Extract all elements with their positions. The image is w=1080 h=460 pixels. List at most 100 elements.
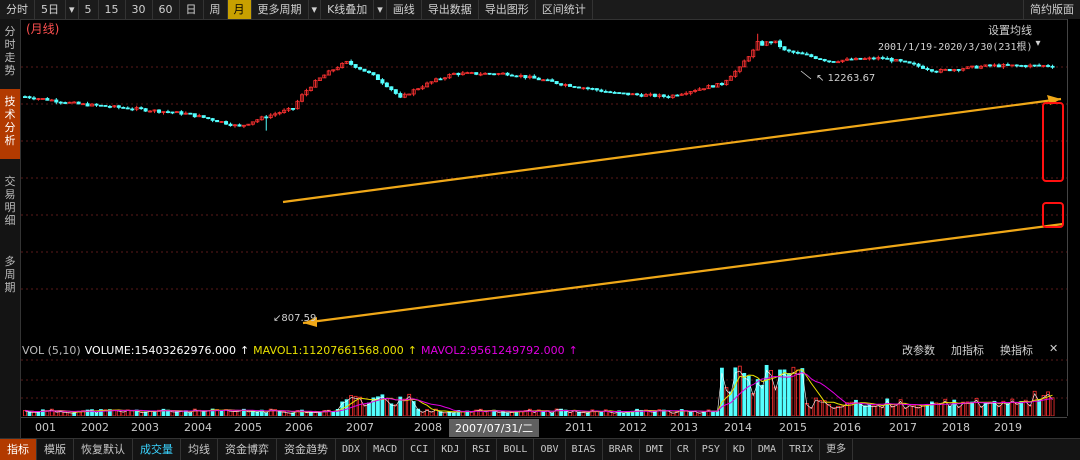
sidebar-tab[interactable]: 多周期 [4, 255, 16, 294]
chevron-down-icon[interactable]: ▾ [309, 0, 322, 19]
indicator-code[interactable]: MACD [367, 439, 405, 460]
toolbar-item[interactable]: 区间统计 [536, 0, 593, 19]
indicator-code[interactable]: CCI [404, 439, 436, 460]
toolbar-item[interactable]: 30 [126, 0, 153, 19]
volume-bar [282, 411, 287, 416]
candle-body [925, 68, 930, 70]
candle-body [585, 87, 590, 90]
toolbar-item[interactable]: 15 [99, 0, 126, 19]
indicator-tab[interactable]: 资金博弈 [218, 439, 277, 460]
indicator-code[interactable]: OBV [534, 439, 566, 460]
candle-body [1005, 64, 1010, 66]
toolbar-item[interactable]: 日 [180, 0, 204, 19]
toolbar-item[interactable]: 60 [153, 0, 180, 19]
volume-bar [170, 411, 175, 416]
candle-body [384, 82, 389, 88]
year-tick: 2014 [724, 421, 752, 434]
range-selector[interactable]: 2001/1/19-2020/3/30(231根) ▾ [878, 38, 1041, 53]
volume-bar [769, 369, 773, 416]
toolbar-item[interactable]: 更多周期 [252, 0, 309, 19]
toolbar-item[interactable]: 导出数据 [422, 0, 479, 19]
candle-body [85, 103, 90, 107]
candle-body [40, 98, 45, 100]
indicator-tab[interactable]: 指标 [0, 439, 37, 460]
candle-body [237, 124, 242, 127]
indicator-code[interactable]: BIAS [566, 439, 603, 460]
volume-bar [903, 407, 908, 416]
candle-body [143, 108, 148, 112]
simple-layout-button[interactable]: 简约版面 [1023, 0, 1080, 19]
switch-indicator-button[interactable]: 换指标 [1000, 344, 1033, 357]
candle-body [469, 72, 474, 74]
add-indicator-button[interactable]: 加指标 [951, 344, 984, 357]
arrow-up-left-icon: ↖ [816, 73, 825, 84]
toolbar-item[interactable]: 5 [79, 0, 99, 19]
volume-bar [1046, 391, 1050, 416]
candle-body [849, 58, 854, 61]
indicator-code[interactable]: BOLL [497, 439, 535, 460]
candle-body [786, 49, 791, 52]
indicator-code[interactable]: PSY [696, 439, 727, 460]
volume-bar [822, 400, 827, 416]
indicator-code[interactable]: DMA [752, 439, 783, 460]
indicator-code[interactable]: DDX [336, 439, 368, 460]
volume-bar [554, 408, 559, 416]
candle-body [358, 67, 363, 70]
toolbar-item[interactable]: 月 [227, 0, 252, 19]
kline-chart[interactable] [21, 19, 1067, 339]
volume-bar [174, 411, 179, 416]
candle-body [295, 100, 300, 110]
candle-body [206, 117, 211, 119]
indicator-tab[interactable]: 资金趋势 [277, 439, 336, 460]
year-tick: 2019 [994, 421, 1022, 434]
candle-body [67, 101, 72, 104]
sidebar-tab[interactable]: 技术分析 [0, 89, 20, 159]
chevron-down-icon[interactable]: ▾ [374, 0, 387, 19]
volume-bar [854, 399, 858, 416]
candle-body [572, 86, 577, 88]
indicator-code[interactable]: TRIX [783, 439, 821, 460]
sidebar-tab[interactable]: 分时走势 [4, 25, 16, 77]
indicator-code[interactable]: KDJ [435, 439, 467, 460]
indicator-code[interactable]: 更多 [820, 439, 854, 460]
candle-body [1010, 64, 1015, 67]
candle-body [568, 84, 573, 87]
toolbar-item[interactable]: K线叠加 [321, 0, 375, 19]
edit-params-button[interactable]: 改参数 [902, 344, 935, 357]
sidebar-tab[interactable]: 交易明细 [4, 175, 16, 227]
candle-body [81, 103, 86, 106]
candle-body [956, 69, 961, 71]
candle-body [652, 93, 657, 97]
toolbar-item[interactable]: 周 [204, 0, 228, 19]
indicator-code[interactable]: CR [671, 439, 696, 460]
volume-bar [362, 404, 367, 416]
indicator-code[interactable]: DMI [640, 439, 671, 460]
indicator-tab[interactable]: 均线 [181, 439, 218, 460]
indicator-code[interactable]: KD [727, 439, 752, 460]
candle-body [72, 101, 77, 104]
toolbar-item[interactable]: 5日 [35, 0, 66, 19]
candle-body [152, 109, 157, 112]
indicator-tab[interactable]: 成交量 [133, 439, 181, 460]
candle-body [983, 64, 988, 67]
left-sidebar: 分时走势技术分析交易明细多周期 [0, 19, 21, 439]
candle-body [420, 86, 425, 90]
toolbar-item[interactable]: 分时 [0, 0, 35, 19]
indicator-tab[interactable]: 模版 [37, 439, 74, 460]
candle-body [706, 85, 711, 90]
candle-body [603, 91, 608, 93]
candle-body [483, 72, 488, 75]
toolbar-item[interactable]: 画线 [387, 0, 422, 19]
volume-chart[interactable] [21, 340, 1067, 416]
chevron-down-icon[interactable]: ▾ [66, 0, 79, 19]
indicator-code[interactable]: RSI [466, 439, 498, 460]
candle-body [934, 70, 939, 73]
set-ma-button[interactable]: 设置均线 [988, 24, 1032, 37]
candle-body [45, 98, 50, 101]
upper-channel-line [282, 97, 1062, 204]
close-icon[interactable]: ✕ [1049, 342, 1059, 355]
indicator-tab[interactable]: 恢复默认 [74, 439, 133, 460]
candle-body [684, 92, 689, 95]
indicator-code[interactable]: BRAR [603, 439, 640, 460]
toolbar-item[interactable]: 导出图形 [479, 0, 536, 19]
